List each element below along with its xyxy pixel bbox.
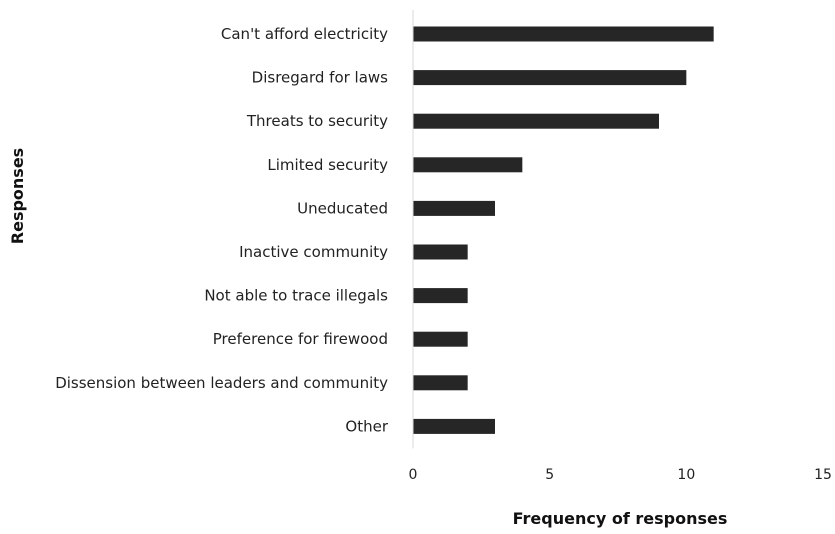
bar-inactive-community [413,244,468,260]
category-label-uneducated: Uneducated [297,199,388,217]
y-axis-title: Responses [8,148,27,244]
category-label-limited-security: Limited security [267,156,388,174]
category-label-other: Other [345,417,388,435]
bar-limited-security [413,157,523,173]
bar-other [413,418,495,434]
category-label-threats-to-security: Threats to security [246,112,388,130]
x-tick-labels-group: 0 5 10 15 [409,467,832,483]
bar-uneducated [413,200,495,216]
x-tick-label-15: 15 [814,467,832,483]
x-tick-label-10: 10 [677,467,695,483]
category-label-preference-for-firewood: Preference for firewood [213,330,388,348]
bar-threats-to-security [413,113,659,129]
x-tick-label-5: 5 [545,467,554,483]
bar-can-t-afford-electricity [413,26,714,42]
bar-dissension-between-leaders-and-community [413,375,468,391]
category-label-inactive-community: Inactive community [239,243,388,261]
bar-not-able-to-trace-illegals [413,288,468,304]
category-label-disregard-for-laws: Disregard for laws [252,69,389,87]
x-tick-label-0: 0 [409,467,418,483]
category-label-dissension-between-leaders-and-community: Dissension between leaders and community [55,374,388,392]
bars-group [413,26,714,434]
category-labels-group: Can't afford electricity Disregard for la… [55,25,389,435]
category-label-can-t-afford-electricity: Can't afford electricity [221,25,388,43]
x-axis-title: Frequency of responses [513,509,728,528]
category-label-not-able-to-trace-illegals: Not able to trace illegals [204,287,388,305]
bar-preference-for-firewood [413,331,468,347]
bar-disregard-for-laws [413,70,687,86]
